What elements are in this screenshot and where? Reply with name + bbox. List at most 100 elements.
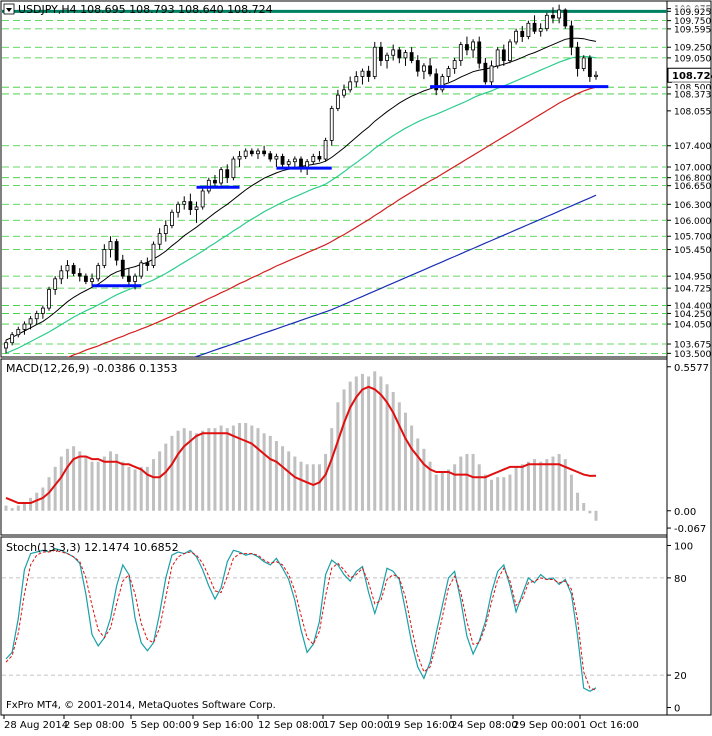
macd-hist-bar — [127, 466, 131, 511]
candle-body — [348, 81, 353, 91]
time-axis-label: 17 Sep 00:00 — [323, 720, 390, 731]
macd-hist-bar — [115, 453, 119, 511]
candle — [477, 36, 482, 69]
candle — [127, 268, 131, 287]
price-label-bg — [672, 348, 710, 359]
candle-body — [77, 273, 82, 277]
candle — [65, 260, 70, 279]
macd-hist-bar — [121, 461, 125, 511]
candle-body — [434, 73, 439, 91]
macd-hist-bar — [4, 505, 8, 511]
candle-body — [440, 76, 445, 91]
macd-hist-bar — [102, 456, 106, 511]
candle-body — [471, 41, 475, 51]
candle — [391, 44, 396, 61]
candle — [594, 71, 598, 80]
candle-body — [206, 179, 211, 192]
candle — [501, 44, 506, 66]
candle — [342, 84, 346, 98]
candle-body — [477, 41, 482, 64]
candle-body — [514, 30, 519, 43]
candle — [434, 68, 439, 96]
candle — [145, 257, 150, 271]
macd-hist-bar — [453, 464, 457, 511]
price-label-bg — [672, 308, 710, 319]
candle-body — [569, 25, 574, 48]
candle-body — [378, 46, 383, 61]
candle — [249, 148, 254, 157]
macd-hist-bar — [360, 373, 364, 511]
price-label: 108.373 — [674, 90, 711, 100]
macd-hist-bar — [533, 459, 537, 511]
candle — [471, 39, 475, 58]
macd-hist-bar — [416, 438, 420, 511]
candle — [53, 276, 58, 295]
candle-body — [16, 328, 21, 336]
candle — [446, 65, 451, 82]
candle-body — [544, 14, 549, 30]
stoch-axis-label: 80 — [674, 574, 687, 585]
macd-hist-bar — [35, 492, 39, 511]
candle — [489, 60, 494, 88]
candle — [243, 148, 248, 160]
candle-body — [342, 89, 346, 96]
macd-hist-bar — [477, 464, 481, 511]
macd-hist-bar — [225, 428, 229, 511]
macd-hist-bar — [72, 446, 76, 511]
candle — [139, 260, 144, 279]
price-axis-labels: 109.975109.925109.750109.595109.250109.0… — [667, 3, 712, 360]
candle — [335, 89, 340, 112]
candle-body — [366, 70, 371, 77]
macd-hist-bar — [10, 508, 14, 511]
candle-body — [317, 155, 322, 160]
candle-body — [28, 318, 33, 325]
candle-body — [520, 30, 525, 38]
macd-hist-bar — [526, 461, 530, 511]
macd-hist-bar — [490, 479, 494, 511]
price-label: 104.050 — [674, 321, 711, 331]
candle — [194, 201, 199, 223]
candle-body — [551, 14, 555, 19]
macd-hist-bar — [207, 428, 211, 511]
price-header: USDJPY,H4 108.695 108.793 108.640 108.72… — [3, 3, 273, 16]
price-label-bg — [672, 180, 710, 191]
candle-body — [262, 150, 267, 155]
macd-panel-frame — [0, 358, 668, 536]
macd-hist-bar — [133, 469, 137, 511]
macd-hist-bar — [96, 461, 100, 511]
candle — [360, 68, 365, 85]
candle-body — [594, 74, 598, 77]
candle — [170, 209, 174, 229]
candle — [237, 151, 242, 168]
macd-hist-bar — [274, 441, 278, 511]
macd-hist-bar — [188, 430, 192, 511]
candle — [323, 137, 328, 162]
macd-hist-bar — [557, 453, 561, 511]
candle-body — [501, 49, 506, 61]
candle-body — [200, 190, 205, 208]
macd-hist-bar — [256, 428, 260, 511]
macd-hist-bar — [496, 477, 500, 511]
candle — [22, 321, 27, 335]
price-label: 106.300 — [674, 201, 711, 211]
stoch-axis-label: 20 — [674, 671, 687, 682]
price-label-bg — [672, 199, 710, 210]
candle-body — [354, 76, 359, 83]
price-label: 103.500 — [674, 350, 711, 360]
candle-body — [428, 65, 432, 75]
candle — [120, 254, 125, 279]
candle — [40, 305, 45, 319]
macd-hist-bar — [231, 425, 235, 511]
macd-hist-bar — [391, 391, 395, 511]
price-label-bg — [672, 140, 710, 151]
chevron-down-icon — [6, 8, 12, 12]
candle-body — [188, 201, 193, 211]
candle — [10, 332, 15, 346]
price-label: 106.800 — [674, 174, 711, 184]
time-axis-label: 5 Sep 00:00 — [131, 720, 191, 731]
stoch-header-text: Stoch(13,3,3) 12.1474 10.6852 — [6, 541, 179, 554]
macd-signal-line — [5, 385, 597, 504]
macd-hist-bar — [78, 451, 82, 511]
candle-body — [145, 262, 150, 266]
